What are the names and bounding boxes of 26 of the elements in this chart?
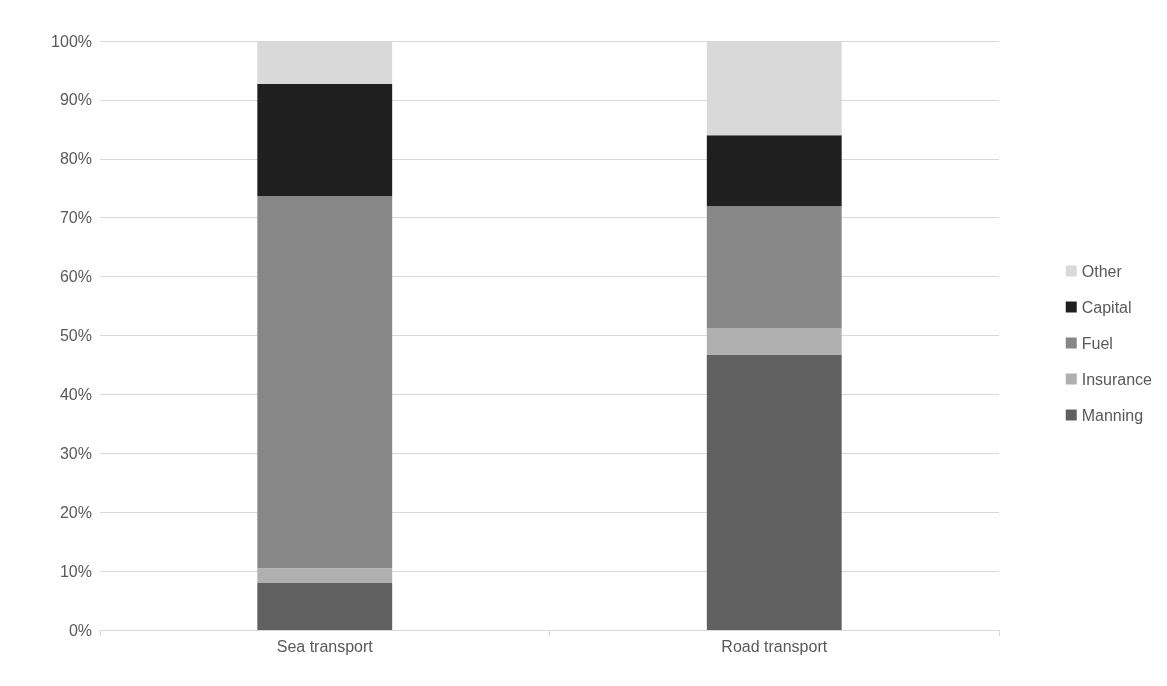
y-tick-label: 80% — [59, 150, 92, 168]
legend-label: Capital — [1081, 298, 1132, 316]
x-tick-label: Road transport — [721, 637, 828, 655]
legend-label: Insurance — [1081, 370, 1153, 388]
y-tick-label: 30% — [59, 444, 92, 462]
y-tick-label: 0% — [68, 621, 92, 639]
x-tick-label: Sea transport — [276, 637, 374, 655]
y-tick-label: 60% — [59, 268, 92, 286]
legend-label: Manning — [1081, 406, 1144, 424]
y-tick-label: 40% — [59, 385, 92, 403]
y-tick-label: 90% — [59, 91, 92, 109]
legend-label: Fuel — [1081, 334, 1113, 352]
bar — [257, 84, 393, 196]
y-tick-label: 10% — [59, 562, 92, 580]
bar — [706, 205, 842, 329]
bar — [706, 135, 842, 206]
y-tick-label: 50% — [59, 327, 92, 344]
y-tick-label: 20% — [59, 503, 92, 521]
y-tick-label: 100% — [51, 32, 92, 50]
bar — [257, 195, 393, 569]
bar — [257, 582, 393, 630]
legend-label: Other — [1081, 262, 1123, 280]
bar — [706, 354, 842, 630]
y-tick-label: 70% — [59, 209, 92, 227]
bar — [257, 568, 393, 583]
bar — [706, 328, 842, 355]
